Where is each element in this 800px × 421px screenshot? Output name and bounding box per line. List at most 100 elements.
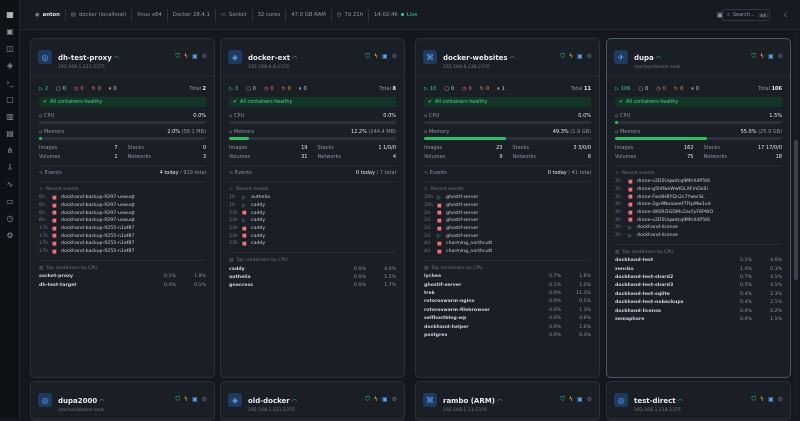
- event-item[interactable]: 6h ■ dockhand-backup-9297-uswuqt: [39, 202, 206, 210]
- activity-icon: ∿: [229, 187, 233, 192]
- top-container-row[interactable]: dockhand-test-shard3 0.5% 4.1%: [615, 282, 782, 290]
- top-container-row[interactable]: goaccess 0.0% 1.7%: [229, 282, 396, 290]
- event-item[interactable]: 23h ■ caddy: [229, 225, 396, 233]
- archive-icon[interactable]: ▭: [6, 197, 14, 206]
- event-item[interactable]: 20h ▷ ghostif-server: [424, 194, 591, 202]
- top-container-row[interactable]: rotoroswarm-nginx 0.0% 0.1%: [424, 298, 591, 306]
- event-item[interactable]: 2h ■ drone-v2D5Uqwdcq9MhX4P5t6: [615, 216, 782, 224]
- top-container-row[interactable]: dockhand-helper 0.0% 1.0%: [424, 323, 591, 331]
- settings-icon[interactable]: ⚙: [777, 53, 783, 60]
- event-item[interactable]: 23h ■ caddy: [229, 232, 396, 240]
- event-item[interactable]: 6h ■ dockhand-backup-9297-uswuqt: [39, 209, 206, 217]
- top-container-row[interactable]: dockhand-test-sqlite 0.4% 2.3%: [615, 290, 782, 298]
- event-item[interactable]: 4d ■ charming_northcutt: [424, 240, 591, 248]
- top-container-cpu: 0.0%: [549, 307, 561, 313]
- container-counts: ▷ 2 ▢ 0 ◷ 0 ↻ 0 ⏸ 0 Total 2: [39, 83, 206, 94]
- settings-icon[interactable]: ⚙: [6, 231, 14, 240]
- environment-card[interactable]: ◎ test-direct ◠ 192.168.1.218:2375 ⛉ ϟ ▣ ⚙: [606, 381, 791, 421]
- top-container-row[interactable]: semaphore 0.0% 1.1%: [615, 315, 782, 323]
- event-time: 2h: [615, 225, 621, 231]
- settings-icon[interactable]: ⚙: [777, 396, 783, 403]
- grid-icon[interactable]: ▦: [6, 10, 14, 19]
- event-item[interactable]: 17h ■ dockhand-backup-9255-n1af87: [39, 240, 206, 248]
- clock-icon[interactable]: ◷: [6, 214, 14, 223]
- pause-icon: ⏸: [691, 85, 694, 92]
- event-item[interactable]: 23h ■ caddy: [229, 240, 396, 248]
- top-container-row[interactable]: lychee 0.7% 1.6%: [424, 273, 591, 281]
- top-container-row[interactable]: selfhostblog-wp 0.0% 4.9%: [424, 314, 591, 322]
- event-item[interactable]: 6h ■ dockhand-backup-9297-uswuqt: [39, 194, 206, 202]
- event-time: 23h: [229, 233, 238, 239]
- event-item[interactable]: 17h ■ dockhand-backup-9255-n1af87: [39, 225, 206, 233]
- user-menu[interactable]: ◉ anton: [30, 8, 66, 21]
- settings-icon[interactable]: ⚙: [201, 396, 207, 403]
- settings-icon[interactable]: ⚙: [201, 53, 207, 60]
- environment-card[interactable]: ◎ dh-test-proxy ◠ 192.168.1.221:2375 ⛉ ϟ ▣ ⚙…: [30, 38, 215, 378]
- top-container-row[interactable]: dockhand-test-shard2 0.7% 4.1%: [615, 273, 782, 281]
- event-item[interactable]: 1h ▷ authelia: [229, 194, 396, 202]
- layers-icon[interactable]: ◫: [6, 44, 14, 53]
- event-item[interactable]: 23h ▷ caddy: [229, 217, 396, 225]
- server-icon[interactable]: ▤: [6, 129, 14, 138]
- scrollbar-thumb[interactable]: [794, 140, 798, 280]
- download-icon[interactable]: ⇩: [6, 163, 14, 172]
- top-container-row[interactable]: ghostif-server 0.1% 1.0%: [424, 281, 591, 289]
- event-item[interactable]: 2h ■ drone-v2D5Uqwdcq9MhX4P5t6: [615, 178, 782, 186]
- box-icon[interactable]: ▣: [6, 27, 14, 36]
- environment-card[interactable]: ◈ old-docker ◠ 192.168.1.221:2375 ⛉ ϟ ▣ ⚙: [220, 381, 405, 421]
- theme-icon[interactable]: ☾: [783, 11, 791, 19]
- top-container-name: semaphore: [615, 316, 645, 322]
- event-item[interactable]: 1h ▷ caddy: [229, 202, 396, 210]
- top-container-row[interactable]: caddy 0.0% 4.0%: [229, 265, 396, 273]
- flag-icon[interactable]: ▣: [716, 11, 724, 19]
- event-item[interactable]: 23h ■ caddy: [229, 209, 396, 217]
- environment-card[interactable]: ⌘ rambo (ARM) ◠ 192.168.1.11:2376 ⛉ ϟ ▣ ⚙: [415, 381, 600, 421]
- event-item[interactable]: 2d ■ ghostif-server: [424, 217, 591, 225]
- top-container-row[interactable]: socket-proxy 0.1% 1.8%: [39, 273, 206, 281]
- scrollbar[interactable]: [793, 30, 799, 418]
- settings-icon[interactable]: ⚙: [391, 396, 397, 403]
- environment-card[interactable]: ◈ docker-ext ◠ 192.168.8.8:2376 ⛉ ϟ ▣ ⚙ ▷ 3 ▢…: [220, 38, 405, 378]
- event-item[interactable]: 2h ■ drone-4K0Ri5GDMv2acFyF6PWO: [615, 209, 782, 217]
- environment-card[interactable]: ✈ dupa ◠ /var/run/docker.sock ⛉ ϟ ▣ ⚙ ▷ 106 ▢…: [606, 38, 791, 378]
- activity-icon[interactable]: ∿: [6, 180, 14, 189]
- network-icon[interactable]: ⋔: [6, 146, 14, 155]
- settings-icon[interactable]: ⚙: [391, 53, 397, 60]
- top-container-row[interactable]: zencbo 1.0% 0.3%: [615, 265, 782, 273]
- event-item[interactable]: 4d ■ charming_northcutt: [424, 248, 591, 256]
- event-container-name: caddy: [251, 226, 266, 232]
- event-item[interactable]: 2h ▷ dockhand-license: [615, 232, 782, 240]
- event-item[interactable]: 2h ■ drone-FwdiH8YQn2s7YwerSL: [615, 193, 782, 201]
- database-icon[interactable]: ▥: [6, 112, 14, 121]
- top-container-row[interactable]: dockhand-test 5.1% 4.6%: [615, 257, 782, 265]
- event-item[interactable]: 17h ■ dockhand-backup-9255-n1af87: [39, 248, 206, 256]
- top-container-row[interactable]: dh-test-target 0.0% 0.1%: [39, 281, 206, 289]
- event-item[interactable]: 2d ▷ ghostif-server: [424, 232, 591, 240]
- top-container-row[interactable]: postgres 0.0% 0.3%: [424, 331, 591, 339]
- search-button[interactable]: ⌕ Search... ⌘K: [722, 9, 770, 21]
- event-item[interactable]: 2h ■ drone-g5hRbeWwfGLXFmOxSl: [615, 186, 782, 194]
- top-container-mem: 4.0%: [384, 266, 396, 272]
- stop-icon: ■: [242, 210, 247, 217]
- event-item[interactable]: 20h ■ ghostif-server: [424, 202, 591, 210]
- event-container-name: charming_northcutt: [446, 249, 493, 255]
- environment-card[interactable]: ⌘ docker-websites ◠ 192.168.8.238:2376 ⛉ ϟ…: [415, 38, 600, 378]
- top-container-row[interactable]: dockhand-test-nobackups 0.4% 2.1%: [615, 298, 782, 306]
- event-item[interactable]: 2h ■ drone-2gv9Noaaeef7FtpMw1vd: [615, 201, 782, 209]
- cube-icon[interactable]: ▢: [6, 95, 14, 104]
- stack-icon[interactable]: ◈: [6, 61, 14, 70]
- event-item[interactable]: 2d ■ ghostif-server: [424, 209, 591, 217]
- event-item[interactable]: 17h ■ dockhand-backup-9255-n1af87: [39, 232, 206, 240]
- event-item[interactable]: 2h ▷ dockhand-license: [615, 224, 782, 232]
- top-container-row[interactable]: dockhand-license 0.0% 0.2%: [615, 307, 782, 315]
- settings-icon[interactable]: ⚙: [586, 53, 592, 60]
- settings-icon[interactable]: ⚙: [586, 396, 592, 403]
- environment-card[interactable]: ◎ dupa2000 ◠ /var/run/docker.sock ⛉ ϟ ▣ ⚙: [30, 381, 215, 421]
- images-label: Images: [39, 145, 58, 151]
- event-item[interactable]: 6h ■ dockhand-backup-9297-uswuqt: [39, 217, 206, 225]
- terminal-icon[interactable]: ›_: [6, 78, 14, 87]
- top-container-row[interactable]: rotoroswarm-filebrowser 0.0% 1.3%: [424, 306, 591, 314]
- event-item[interactable]: 2d ■ ghostif-server: [424, 225, 591, 233]
- top-container-row[interactable]: trek 0.0% 11.3%: [424, 289, 591, 297]
- top-container-row[interactable]: authelia 0.0% 5.5%: [229, 273, 396, 281]
